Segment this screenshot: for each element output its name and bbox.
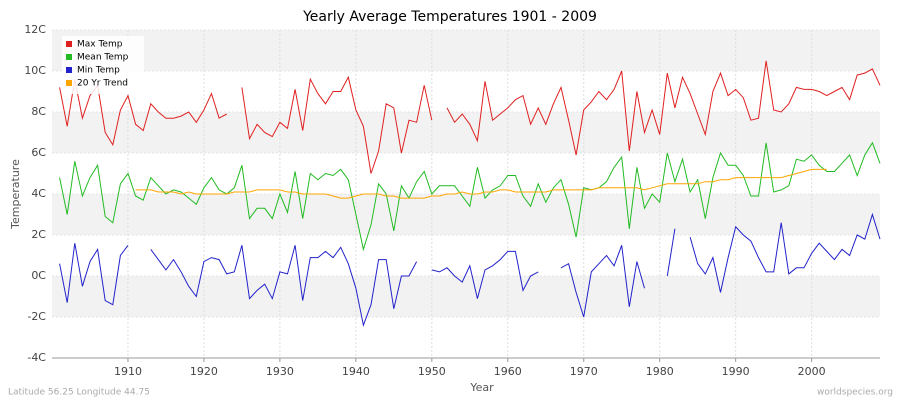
footer-site: worldspecies.org <box>817 388 893 398</box>
grid-band <box>52 194 880 235</box>
y-tick-label: 2C <box>31 228 46 241</box>
y-tick-label: 8C <box>31 105 46 118</box>
legend-swatch <box>66 67 72 73</box>
legend-label: Mean Temp <box>77 53 129 63</box>
y-axis-label: Temperature <box>9 159 22 230</box>
series-line <box>59 212 881 328</box>
y-tick-label: 12C <box>24 23 46 36</box>
series-line <box>59 60 881 174</box>
grid-band <box>52 276 880 317</box>
x-tick-label: 1940 <box>342 365 370 378</box>
x-tick-label: 2000 <box>798 365 826 378</box>
legend-label: 20 Yr Trend <box>77 79 128 89</box>
y-tick-label: 6C <box>31 146 46 159</box>
x-axis-label: Year <box>469 381 494 394</box>
x-tick-label: 1920 <box>190 365 218 378</box>
y-tick-label: 10C <box>24 64 46 77</box>
grid-band <box>52 112 880 153</box>
y-tick-label: 4C <box>31 187 46 200</box>
x-tick-label: 1930 <box>266 365 294 378</box>
series-line <box>59 141 881 252</box>
y-tick-label: -2C <box>27 310 46 323</box>
legend-label: Min Temp <box>77 66 120 76</box>
x-tick-label: 1950 <box>418 365 446 378</box>
x-tick-label: 1970 <box>570 365 598 378</box>
legend-swatch <box>66 54 72 60</box>
grid-band <box>52 30 880 71</box>
y-tick-label: -4C <box>27 351 46 364</box>
y-tick-label: 0C <box>31 269 46 282</box>
chart-title: Yearly Average Temperatures 1901 - 2009 <box>302 9 597 25</box>
footer-location: Latitude 56.25 Longitude 44.75 <box>8 388 150 398</box>
legend-swatch <box>66 80 72 86</box>
series-line <box>135 168 827 199</box>
legend-swatch <box>66 41 72 47</box>
x-tick-label: 1960 <box>494 365 522 378</box>
legend-label: Max Temp <box>77 40 123 50</box>
legend-box <box>62 36 144 94</box>
x-tick-label: 1980 <box>646 365 674 378</box>
x-tick-label: 1910 <box>114 365 142 378</box>
x-tick-label: 1990 <box>722 365 750 378</box>
